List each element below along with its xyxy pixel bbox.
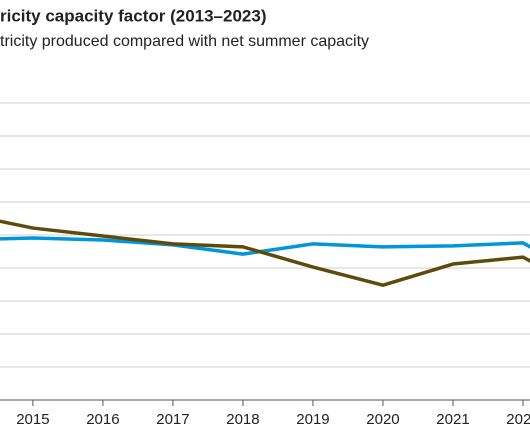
x-tick-label: 2019 xyxy=(296,411,329,428)
x-tick-label: 2018 xyxy=(226,411,259,428)
series-line xyxy=(0,236,530,256)
x-tick-label: 2021 xyxy=(436,411,469,428)
x-tick-label: 2022 xyxy=(506,411,530,428)
x-tick-label: 2020 xyxy=(366,411,399,428)
x-tick-label: 2017 xyxy=(156,411,189,428)
chart-title: ricity capacity factor (2013–2023) xyxy=(0,6,267,25)
x-tick-label: 2016 xyxy=(86,411,119,428)
series-line xyxy=(0,219,530,287)
chart-subtitle: tricity produced compared with net summe… xyxy=(0,33,369,50)
x-tick-label: 2015 xyxy=(16,411,49,428)
